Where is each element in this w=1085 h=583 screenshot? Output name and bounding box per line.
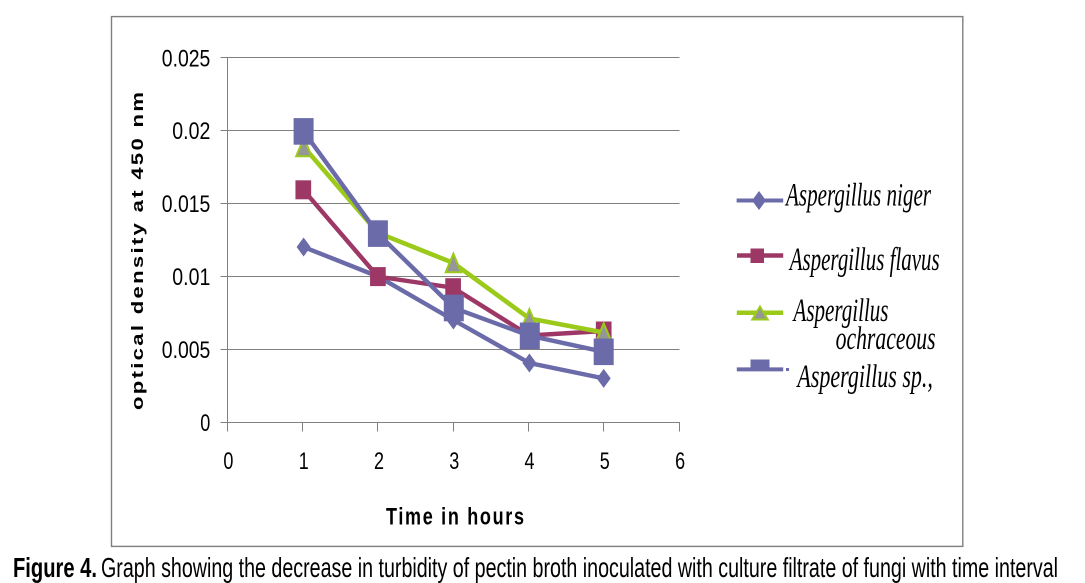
svg-text:5: 5 xyxy=(600,447,610,474)
svg-text:0.015: 0.015 xyxy=(162,191,211,218)
svg-text:Aspergillus niger: Aspergillus niger xyxy=(784,177,931,213)
svg-text:ochraceous: ochraceous xyxy=(836,321,936,357)
svg-text:0.01: 0.01 xyxy=(172,264,210,291)
svg-text:0.005: 0.005 xyxy=(162,336,211,363)
svg-text:0: 0 xyxy=(200,409,210,436)
svg-text:Aspergillus sp.,: Aspergillus sp., xyxy=(796,359,933,395)
svg-text:Aspergillus: Aspergillus xyxy=(792,293,889,329)
svg-text:0.025: 0.025 xyxy=(162,45,211,72)
svg-text:Graph showing the decrease in: Graph showing the decrease in turbidity … xyxy=(101,552,1058,583)
svg-text:Time in hours: Time in hours xyxy=(386,503,524,530)
svg-text:2: 2 xyxy=(374,447,384,474)
svg-text:3: 3 xyxy=(449,447,459,474)
svg-text:Aspergillus flavus: Aspergillus flavus xyxy=(788,242,940,278)
svg-text:4: 4 xyxy=(524,447,534,474)
svg-text:0.02: 0.02 xyxy=(172,118,210,145)
svg-text:1: 1 xyxy=(299,447,309,474)
svg-text:optical density at 450 nm: optical density at 450 nm xyxy=(128,92,147,410)
svg-text:6: 6 xyxy=(675,447,685,474)
svg-text:0: 0 xyxy=(223,447,233,474)
svg-text:Figure 4.: Figure 4. xyxy=(13,552,97,583)
